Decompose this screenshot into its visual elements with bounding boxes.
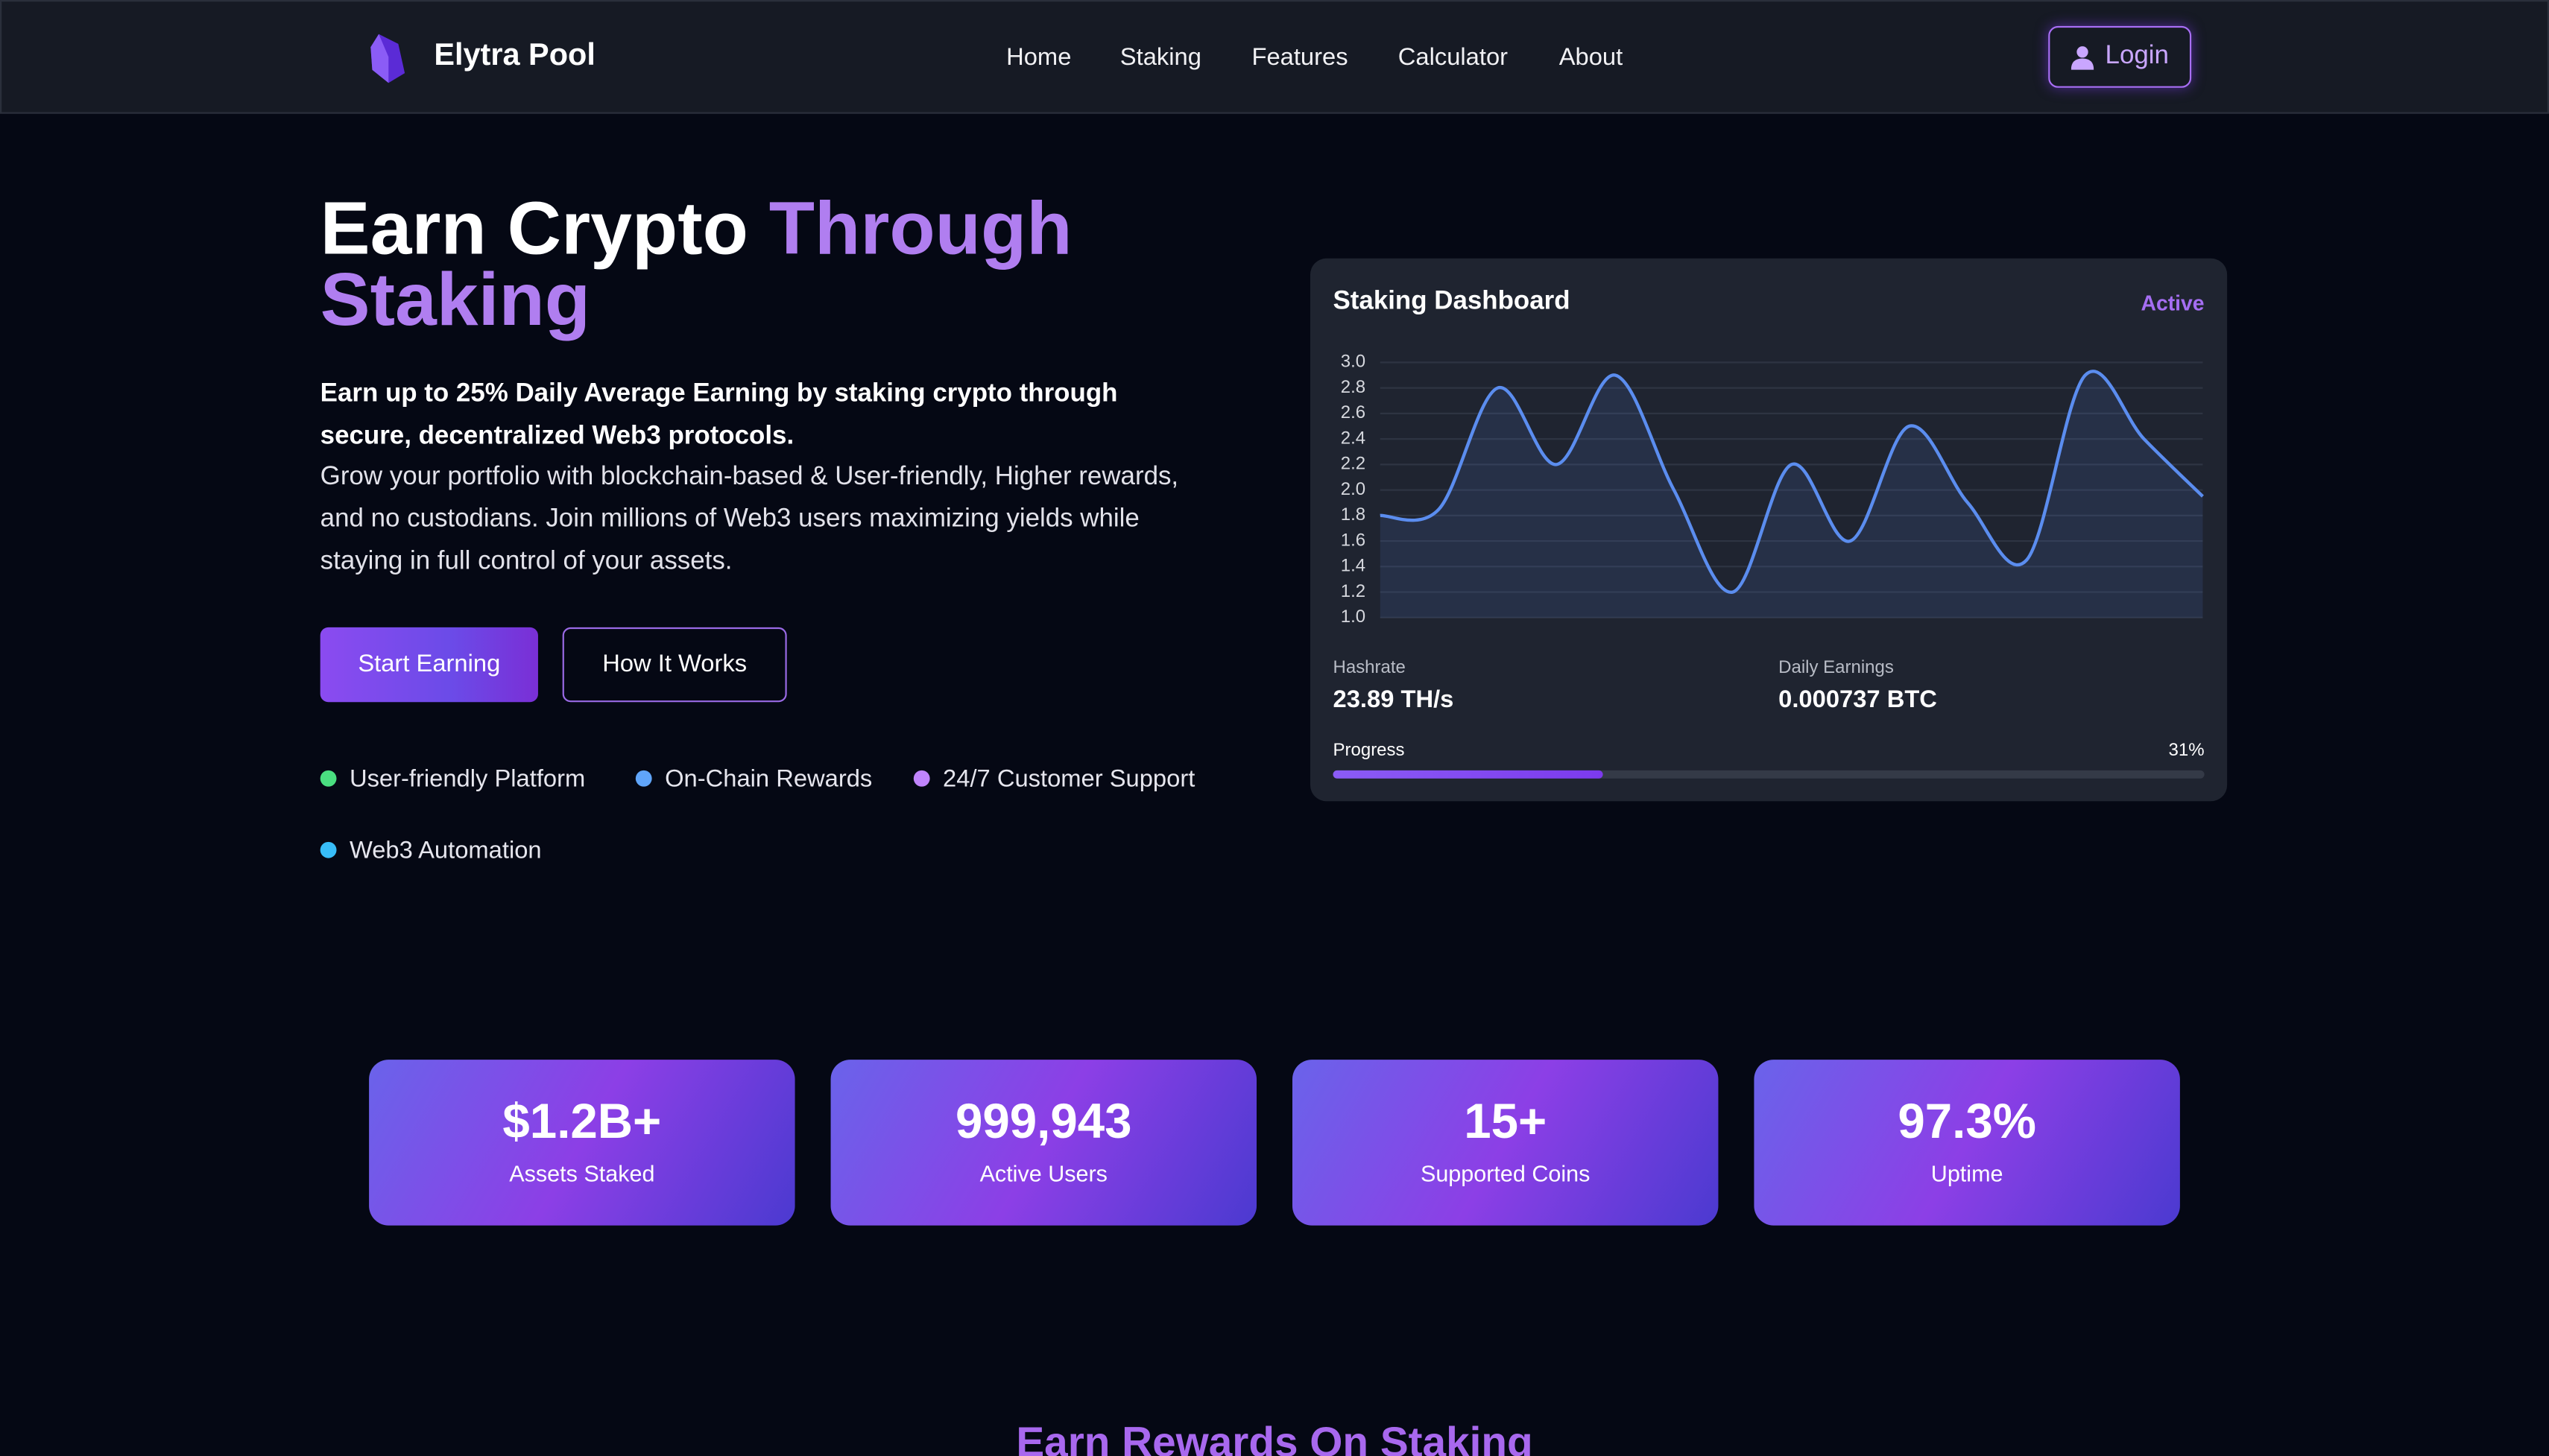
feature-dot [320, 770, 337, 787]
user-icon [2071, 46, 2094, 70]
feature-dot [635, 770, 652, 787]
start-button[interactable]: Start Earning [320, 627, 538, 703]
brand[interactable]: Elytra Pool [434, 39, 596, 74]
stat-card: 97.3% Uptime [1754, 1060, 2180, 1226]
navbar: Elytra Pool Home Staking Features Calcul… [0, 0, 2549, 114]
chart: 1.0 1.2 1.4 1.6 1.8 2.0 2.2 2.4 2.6 2.8 3.0 [1341, 352, 2204, 627]
hashrate-value: 23.89 TH/s [1333, 686, 1454, 714]
stat-value: 15+ [1464, 1095, 1547, 1150]
stat-label: Uptime [1930, 1160, 2003, 1187]
feature-label: On-Chain Rewards [665, 765, 873, 794]
login-label: Login [2105, 42, 2169, 70]
y-tick-label: 2.6 [1341, 402, 1365, 422]
feature-dot [320, 841, 337, 858]
y-tick-label: 3.0 [1341, 352, 1365, 372]
stat-label: Active Users [979, 1160, 1108, 1187]
stat-label: Supported Coins [1420, 1160, 1591, 1187]
nav-link[interactable]: About [1558, 43, 1623, 72]
feature: User-friendly Platform [320, 765, 586, 794]
dashboard-card: Staking Dashboard Active 1.0 1.2 1.4 1.6 1.8… [1310, 258, 2228, 802]
dashboard-title: Staking Dashboard [1333, 288, 1570, 316]
feature: On-Chain Rewards [635, 765, 873, 794]
hero-body: Grow your portfolio with blockchain-base… [320, 463, 1179, 576]
feature-label: Web3 Automation [349, 837, 542, 865]
feature-label: User-friendly Platform [349, 765, 586, 794]
feature: 24/7 Customer Support [913, 765, 1195, 794]
earnings-label: Daily Earnings [1778, 658, 1894, 678]
hashrate-label: Hashrate [1333, 658, 1406, 678]
progress-bar [1333, 770, 1603, 779]
line [1380, 370, 2204, 594]
stat-card: 15+ Supported Coins [1292, 1060, 1719, 1226]
stat-card: $1.2B+ Assets Staked [369, 1060, 795, 1226]
login-button[interactable]: Login [2048, 25, 2192, 88]
section-title: Earn Rewards On Staking [1016, 1417, 1533, 1456]
nav-link[interactable]: Home [1006, 43, 1072, 72]
hero-title: Earn Crypto Through Staking [320, 190, 1231, 336]
y-tick-label: 1.0 [1341, 607, 1365, 627]
y-tick-label: 1.8 [1341, 504, 1365, 525]
logo [370, 34, 405, 83]
feature-dot [913, 770, 930, 787]
stat-value: 97.3% [1898, 1095, 2036, 1150]
nav-link[interactable]: Features [1251, 43, 1348, 72]
y-tick-label: 2.4 [1341, 428, 1365, 448]
y-tick-label: 1.2 [1341, 581, 1365, 601]
title-text: Earn Crypto [320, 185, 748, 270]
nav-link[interactable]: Staking [1119, 43, 1201, 72]
earnings-value: 0.000737 BTC [1778, 686, 1937, 714]
status: Active [2141, 291, 2205, 316]
feature: Web3 Automation [320, 837, 542, 864]
y-tick-label: 1.6 [1341, 530, 1365, 550]
stat-card: 999,943 Active Users [830, 1060, 1257, 1226]
y-tick-label: 2.2 [1341, 454, 1365, 474]
feature-label: 24/7 Customer Support [943, 765, 1195, 794]
progress-value: 31% [2168, 741, 2205, 761]
y-tick-label: 1.4 [1341, 556, 1365, 576]
title-highlight: Through Staking [320, 185, 1073, 342]
how-button[interactable]: How It Works [562, 627, 787, 703]
y-tick-label: 2.8 [1341, 377, 1365, 397]
progress-label: Progress [1333, 741, 1405, 761]
stat-label: Assets Staked [509, 1160, 655, 1187]
stat-value: 999,943 [955, 1095, 1132, 1150]
stat-value: $1.2B+ [502, 1095, 662, 1150]
y-tick-label: 2.0 [1341, 479, 1365, 499]
line-area [1380, 371, 2203, 618]
progress-track [1333, 770, 2205, 779]
hero-lead: Earn up to 25% Daily Average Earning by … [320, 380, 1118, 451]
nav-link[interactable]: Calculator [1397, 43, 1509, 72]
